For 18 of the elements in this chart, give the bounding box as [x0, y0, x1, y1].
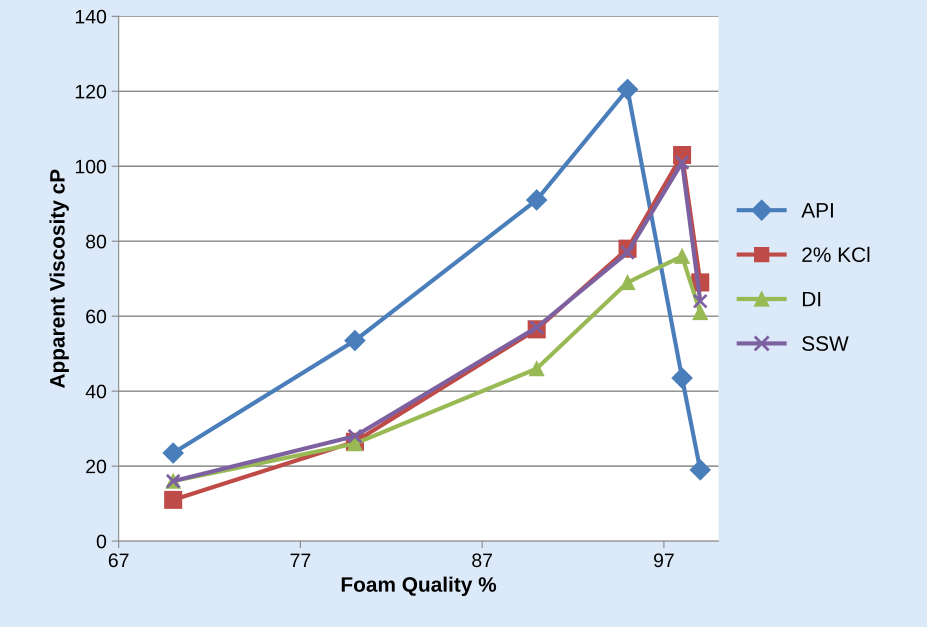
y-tick-label: 60	[86, 310, 106, 324]
y-tick-label: 140	[76, 10, 106, 24]
y-tick-label: 80	[86, 234, 106, 248]
legend-label: SSW	[802, 336, 849, 351]
y-tick-label: 20	[86, 460, 106, 474]
x-tick-label: 67	[108, 553, 128, 568]
y-tick-label: 100	[76, 160, 106, 174]
x-axis-title: Foam Quality %	[342, 576, 496, 596]
y-tick-label: 0	[96, 534, 106, 548]
y-tick-label: 120	[76, 84, 106, 99]
x-tick-label: 77	[290, 554, 310, 567]
x-tick-label: 87	[472, 553, 492, 568]
legend-label: API	[801, 203, 833, 218]
y-axis-title: Apparent Viscosity cP	[49, 170, 69, 388]
y-tick-label: 40	[86, 384, 106, 398]
legend-label: DI	[802, 292, 820, 306]
legend-label: 2% KCl	[802, 246, 870, 262]
x-tick-label: 97	[654, 553, 674, 568]
